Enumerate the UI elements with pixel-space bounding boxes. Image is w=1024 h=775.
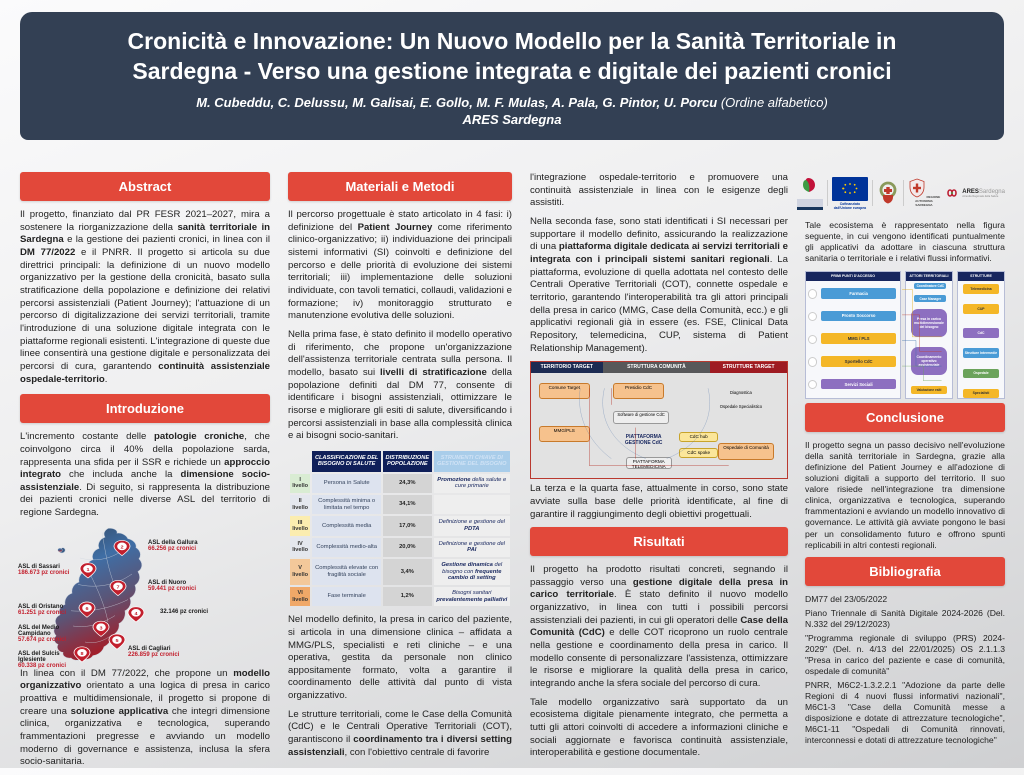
svg-text:6: 6 — [85, 606, 88, 611]
svg-text:2: 2 — [120, 545, 123, 550]
svg-text:7: 7 — [116, 585, 119, 590]
svg-text:1: 1 — [86, 567, 89, 572]
svg-text:5: 5 — [115, 638, 118, 643]
svg-text:4: 4 — [134, 611, 137, 616]
svg-text:3: 3 — [99, 626, 102, 631]
